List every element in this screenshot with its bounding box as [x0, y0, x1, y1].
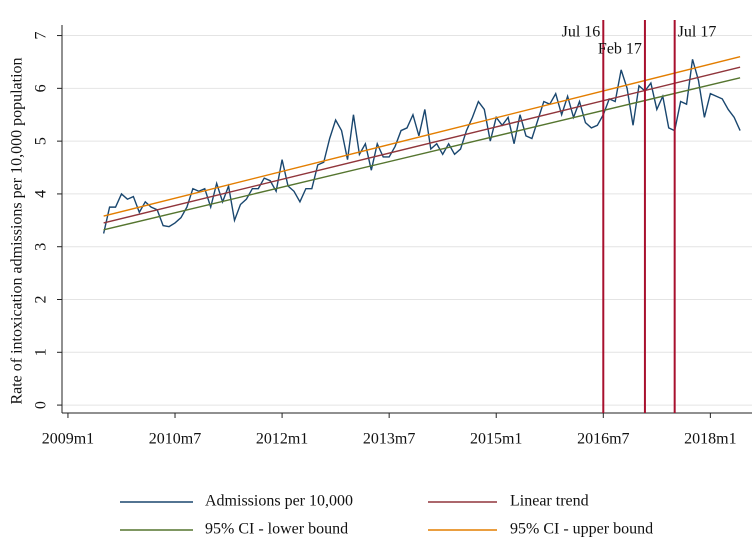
y-tick-label: 3 [33, 243, 50, 251]
y-tick-label: 0 [33, 401, 50, 409]
x-tick-label: 2012m1 [256, 431, 308, 448]
y-tick-label: 1 [33, 348, 50, 356]
y-tick-label: 6 [33, 84, 50, 92]
y-tick-label: 7 [33, 32, 50, 40]
x-tick-label: 2018m1 [684, 431, 736, 448]
legend-label: 95% CI - lower bound [205, 521, 348, 538]
legend-label: Admissions per 10,000 [205, 493, 353, 510]
x-tick-label: 2009m1 [42, 431, 94, 448]
y-tick-label: 2 [33, 296, 50, 304]
x-tick-label: 2016m7 [577, 431, 629, 448]
legend-label: 95% CI - upper bound [510, 521, 653, 538]
y-tick-label: 5 [33, 137, 50, 145]
y-tick-label: 4 [33, 190, 50, 198]
legend-label: Linear trend [510, 493, 589, 510]
annotation-label: Feb 17 [598, 41, 642, 58]
series-line [103, 66, 741, 224]
x-tick-label: 2015m1 [470, 431, 522, 448]
x-tick-label: 2010m7 [149, 431, 201, 448]
series-line [103, 77, 741, 231]
annotation-label: Jul 16 [562, 24, 601, 41]
annotation-label: Jul 17 [678, 24, 717, 41]
series-line [103, 55, 741, 217]
y-axis-label: Rate of intoxication admissions per 10,0… [9, 57, 26, 404]
x-tick-label: 2013m7 [363, 431, 415, 448]
